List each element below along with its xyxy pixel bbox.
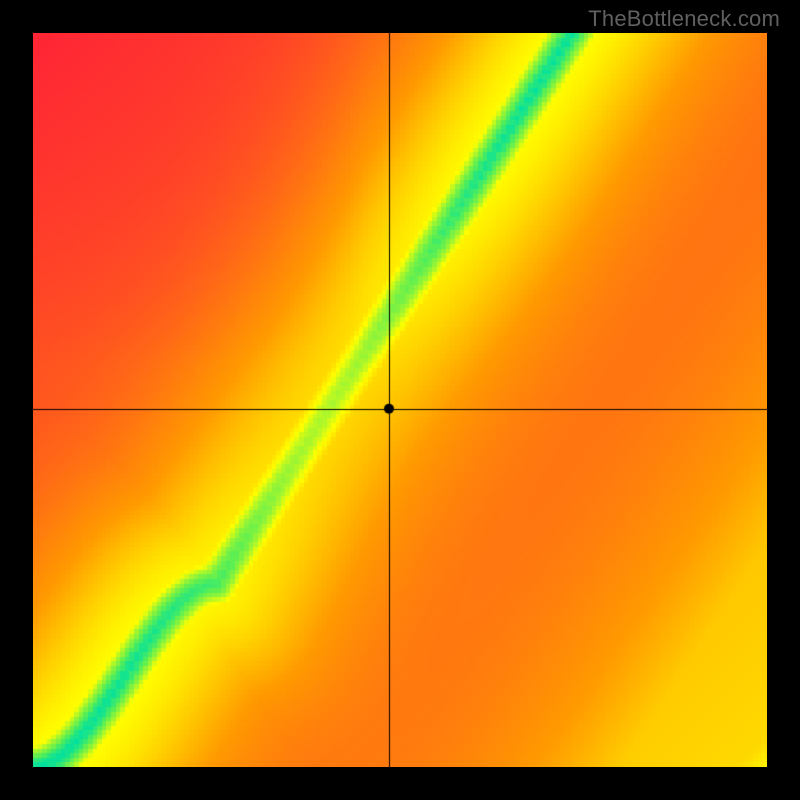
watermark-text: TheBottleneck.com [588,6,780,32]
heatmap-plot-area [33,33,767,767]
figure: TheBottleneck.com [0,0,800,800]
heatmap-canvas [33,33,767,767]
